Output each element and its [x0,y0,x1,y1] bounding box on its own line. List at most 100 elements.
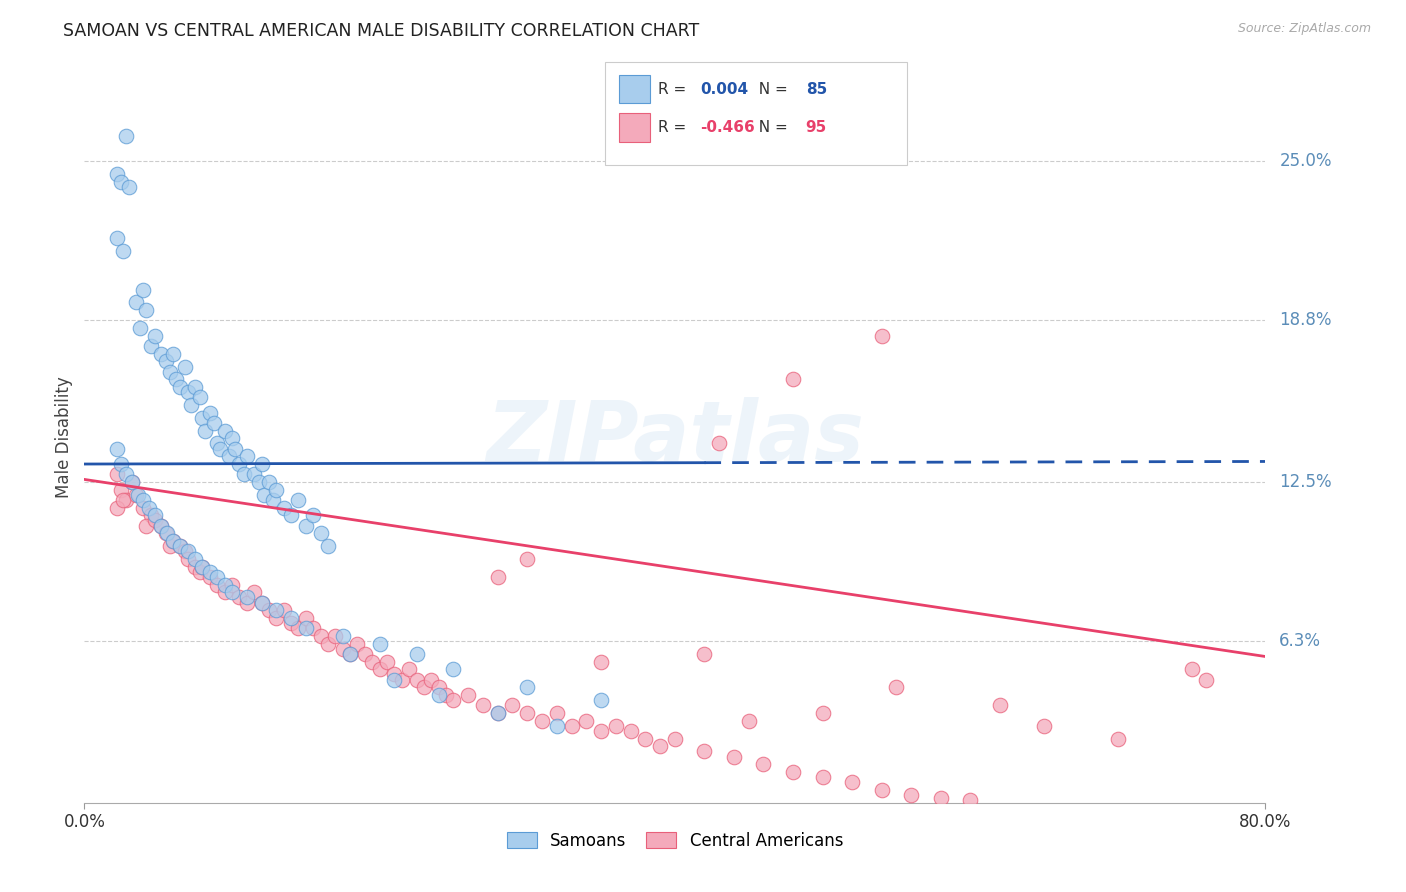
Point [228,457,250,471]
Point [105,442,128,456]
Point [287,492,309,507]
Point [302,621,325,635]
Point [434,688,457,702]
Point [224,442,246,456]
Legend: Samoans, Central Americans: Samoans, Central Americans [501,825,849,856]
Point [650,739,672,754]
Point [250,596,273,610]
Point [413,681,436,695]
Point [236,596,259,610]
Point [870,783,893,797]
Text: 95: 95 [806,120,827,135]
Point [339,647,361,661]
Point [198,406,221,420]
Text: Source: ZipAtlas.com: Source: ZipAtlas.com [1237,22,1371,36]
Point [266,611,288,625]
Point [693,647,716,661]
Point [236,591,259,605]
Text: SAMOAN VS CENTRAL AMERICAN MALE DISABILITY CORRELATION CHART: SAMOAN VS CENTRAL AMERICAN MALE DISABILI… [63,22,700,40]
Point [332,641,354,656]
Point [664,731,686,746]
Point [177,552,200,566]
Point [207,570,229,584]
Point [531,714,554,728]
Point [253,488,276,502]
Point [198,565,221,579]
Point [273,603,295,617]
Point [782,372,804,386]
Point [723,749,745,764]
Point [472,698,495,713]
Point [262,492,284,507]
Point [368,637,391,651]
Point [516,552,538,566]
Point [427,688,450,702]
Point [443,693,465,707]
Point [105,231,128,245]
Point [575,714,598,728]
Point [243,585,266,599]
Point [236,450,259,464]
Point [620,723,643,738]
Text: 18.8%: 18.8% [1279,311,1331,329]
Point [198,570,221,584]
Point [135,303,157,318]
Point [1107,731,1129,746]
Point [368,662,391,676]
Point [191,410,214,425]
Text: 25.0%: 25.0% [1279,153,1331,170]
Point [232,467,254,482]
Point [501,698,523,713]
Point [143,328,166,343]
Point [247,475,270,489]
Point [125,488,148,502]
Point [218,450,240,464]
Point [280,508,302,523]
Point [486,706,509,720]
Point [114,467,136,482]
Point [138,500,160,515]
Point [111,244,134,258]
Point [207,436,229,450]
Point [214,577,236,591]
Point [516,681,538,695]
Point [150,346,173,360]
Point [162,534,184,549]
Point [309,526,332,541]
Point [605,719,627,733]
Point [634,731,657,746]
Point [257,603,280,617]
Point [132,283,155,297]
Point [169,380,191,394]
Point [398,662,420,676]
Point [127,488,149,502]
Point [214,585,236,599]
Point [841,775,863,789]
Point [159,365,181,379]
Point [105,467,128,482]
Text: ZIPatlas: ZIPatlas [486,397,863,477]
Point [177,544,200,558]
Point [273,500,295,515]
Point [391,673,413,687]
Point [427,681,450,695]
Point [121,475,143,489]
Point [382,673,406,687]
Point [169,539,191,553]
Text: 0.004: 0.004 [700,82,748,96]
Point [738,714,761,728]
Point [207,577,229,591]
Point [752,757,775,772]
Point [486,570,509,584]
Point [221,577,243,591]
Point [361,655,384,669]
Point [180,398,202,412]
Point [546,719,568,733]
Point [250,457,273,471]
Point [188,565,211,579]
Point [228,591,250,605]
Point [346,637,368,651]
Point [114,128,136,143]
Point [111,492,134,507]
Point [354,647,377,661]
